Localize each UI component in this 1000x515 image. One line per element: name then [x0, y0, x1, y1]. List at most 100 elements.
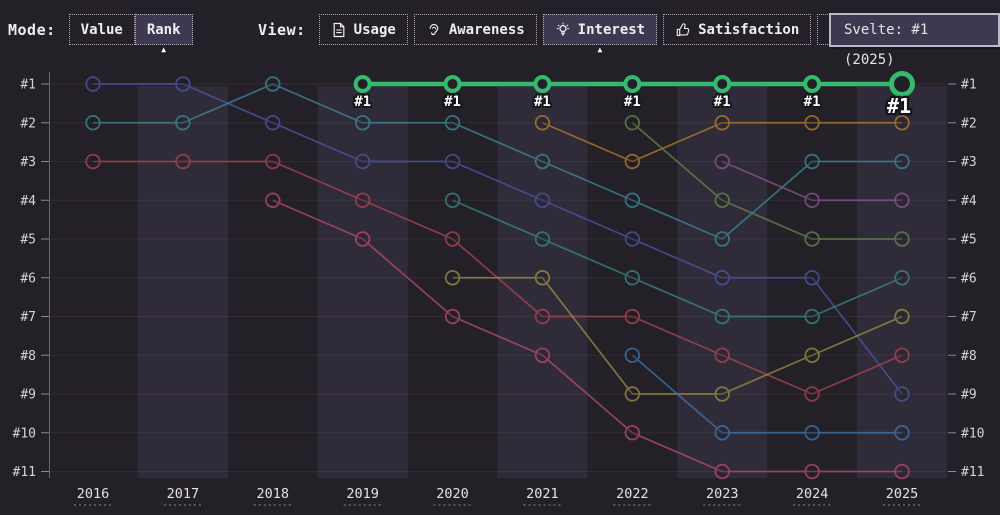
data-point-steel-blue-line-2024[interactable]: [804, 425, 820, 441]
data-point-amber-line-2025[interactable]: [894, 115, 910, 131]
data-point-sage-line-2024[interactable]: [804, 231, 820, 247]
year-label-2018[interactable]: 2018: [257, 486, 290, 502]
data-point-teal-line-2021[interactable]: [534, 153, 551, 170]
data-point-svelte-2019[interactable]: [353, 75, 372, 93]
data-point-steel-blue-line-2023[interactable]: [714, 425, 730, 441]
data-point-purple-line-2025[interactable]: [894, 192, 910, 208]
year-label-2025[interactable]: 2025: [886, 486, 919, 502]
data-point-indigo-line-2020[interactable]: [444, 153, 461, 170]
data-point-magenta-line-2025[interactable]: [894, 463, 910, 480]
data-point-sea-green-line-2020[interactable]: [444, 192, 461, 208]
data-point-crimson-line-2025[interactable]: [894, 347, 910, 363]
data-point-magenta-line-2020[interactable]: [444, 308, 461, 325]
mode-button-value[interactable]: Value: [68, 14, 135, 45]
year-label-2016[interactable]: 2016: [77, 486, 110, 502]
data-point-magenta-line-2018[interactable]: [265, 192, 281, 208]
mode-button-group: Value Rank ▲: [68, 14, 193, 54]
data-point-olive-line-2025[interactable]: [894, 308, 910, 325]
data-point-sage-line-2023[interactable]: [714, 192, 730, 208]
year-label-2022[interactable]: 2022: [616, 486, 649, 502]
data-point-indigo-line-2017[interactable]: [175, 76, 191, 92]
data-point-sea-green-line-2022[interactable]: [624, 270, 641, 286]
data-point-sage-line-2025[interactable]: [894, 231, 910, 247]
mode-button-label: Value: [80, 21, 123, 38]
year-label-2019[interactable]: 2019: [346, 486, 379, 502]
data-point-amber-line-2022[interactable]: [624, 153, 641, 170]
data-point-crimson-line-2019[interactable]: [354, 192, 371, 208]
data-point-svelte-2021[interactable]: [533, 75, 552, 93]
data-point-svelte-2023[interactable]: [713, 75, 732, 93]
data-point-sage-line-2022[interactable]: [624, 115, 641, 131]
data-point-svelte-2020[interactable]: [443, 75, 462, 93]
data-point-teal-line-2018[interactable]: [265, 76, 281, 92]
year-label-2020[interactable]: 2020: [436, 486, 469, 502]
view-button-interest[interactable]: Interest ▲: [542, 14, 658, 54]
data-point-magenta-line-2024[interactable]: [804, 463, 820, 480]
rank-axis-label-left: #5: [20, 233, 36, 248]
data-point-magenta-line-2022[interactable]: [624, 425, 641, 441]
year-label-2017[interactable]: 2017: [167, 486, 200, 502]
data-point-crimson-line-2022[interactable]: [624, 308, 641, 325]
data-point-crimson-line-2023[interactable]: [714, 347, 730, 363]
data-point-sea-green-line-2025[interactable]: [894, 270, 910, 286]
data-point-sea-green-line-2021[interactable]: [534, 231, 551, 247]
data-point-olive-line-2021[interactable]: [534, 270, 551, 286]
view-button-satisfaction[interactable]: Satisfaction: [663, 14, 812, 45]
data-point-indigo-line-2023[interactable]: [714, 270, 730, 286]
data-point-olive-line-2024[interactable]: [804, 347, 820, 363]
data-point-crimson-line-2021[interactable]: [534, 308, 551, 325]
data-point-indigo-line-2024[interactable]: [804, 270, 820, 286]
data-point-teal-line-2017[interactable]: [175, 115, 191, 131]
data-point-indigo-line-2022[interactable]: [624, 231, 641, 247]
year-label-2024[interactable]: 2024: [796, 486, 829, 502]
data-point-purple-line-2023[interactable]: [714, 153, 730, 170]
data-point-teal-line-2022[interactable]: [624, 192, 641, 208]
year-label-2021[interactable]: 2021: [526, 486, 559, 502]
data-point-crimson-line-2017[interactable]: [175, 153, 191, 170]
data-point-olive-line-2023[interactable]: [714, 386, 730, 402]
data-point-svelte-2024[interactable]: [803, 75, 822, 93]
data-point-indigo-line-2016[interactable]: [85, 76, 101, 92]
view-button-awareness[interactable]: Awareness: [413, 14, 537, 45]
rank-axis-label-right: #10: [961, 426, 984, 441]
data-point-teal-line-2019[interactable]: [354, 115, 371, 131]
data-point-indigo-line-2021[interactable]: [534, 192, 551, 208]
data-point-crimson-line-2016[interactable]: [85, 153, 101, 170]
mode-button-rank[interactable]: Rank ▲: [134, 14, 193, 54]
data-point-amber-line-2023[interactable]: [714, 115, 730, 131]
data-point-crimson-line-2024[interactable]: [804, 386, 820, 402]
data-point-teal-line-2024[interactable]: [804, 153, 820, 170]
rank-axis-label-right: #8: [961, 349, 977, 364]
data-point-indigo-line-2025[interactable]: [894, 386, 910, 402]
data-point-olive-line-2022[interactable]: [624, 386, 641, 402]
data-point-sea-green-line-2023[interactable]: [714, 308, 730, 325]
data-point-teal-line-2023[interactable]: [714, 231, 730, 247]
data-point-teal-line-2025[interactable]: [894, 153, 910, 170]
series-teal-line: [85, 76, 910, 247]
data-point-indigo-line-2018[interactable]: [265, 115, 281, 131]
data-point-olive-line-2020[interactable]: [444, 270, 461, 286]
data-point-crimson-line-2018[interactable]: [265, 153, 281, 170]
data-point-teal-line-2016[interactable]: [85, 115, 101, 131]
data-point-teal-line-2020[interactable]: [444, 115, 461, 131]
view-button-usage[interactable]: Usage: [318, 14, 408, 45]
data-point-magenta-line-2023[interactable]: [714, 463, 730, 480]
data-point-indigo-line-2019[interactable]: [354, 153, 371, 170]
year-label-2023[interactable]: 2023: [706, 486, 739, 502]
data-point-magenta-line-2021[interactable]: [534, 347, 551, 363]
data-point-steel-blue-line-2022[interactable]: [624, 347, 641, 363]
data-point-sea-green-line-2024[interactable]: [804, 308, 820, 325]
data-point-crimson-line-2020[interactable]: [444, 231, 461, 247]
rank-axis-label-right: #2: [961, 116, 977, 131]
data-point-purple-line-2024[interactable]: [804, 192, 820, 208]
data-point-amber-line-2021[interactable]: [534, 115, 551, 131]
data-point-steel-blue-line-2025[interactable]: [894, 425, 910, 441]
data-point-amber-line-2024[interactable]: [804, 115, 820, 131]
year-stripe: [137, 86, 228, 478]
year-stripe: [677, 86, 768, 478]
data-point-svelte-2022[interactable]: [623, 75, 642, 93]
data-point-magenta-line-2019[interactable]: [354, 231, 371, 247]
rank-axis-label-left: #3: [20, 155, 36, 170]
data-point-svelte-2025[interactable]: [889, 71, 915, 97]
